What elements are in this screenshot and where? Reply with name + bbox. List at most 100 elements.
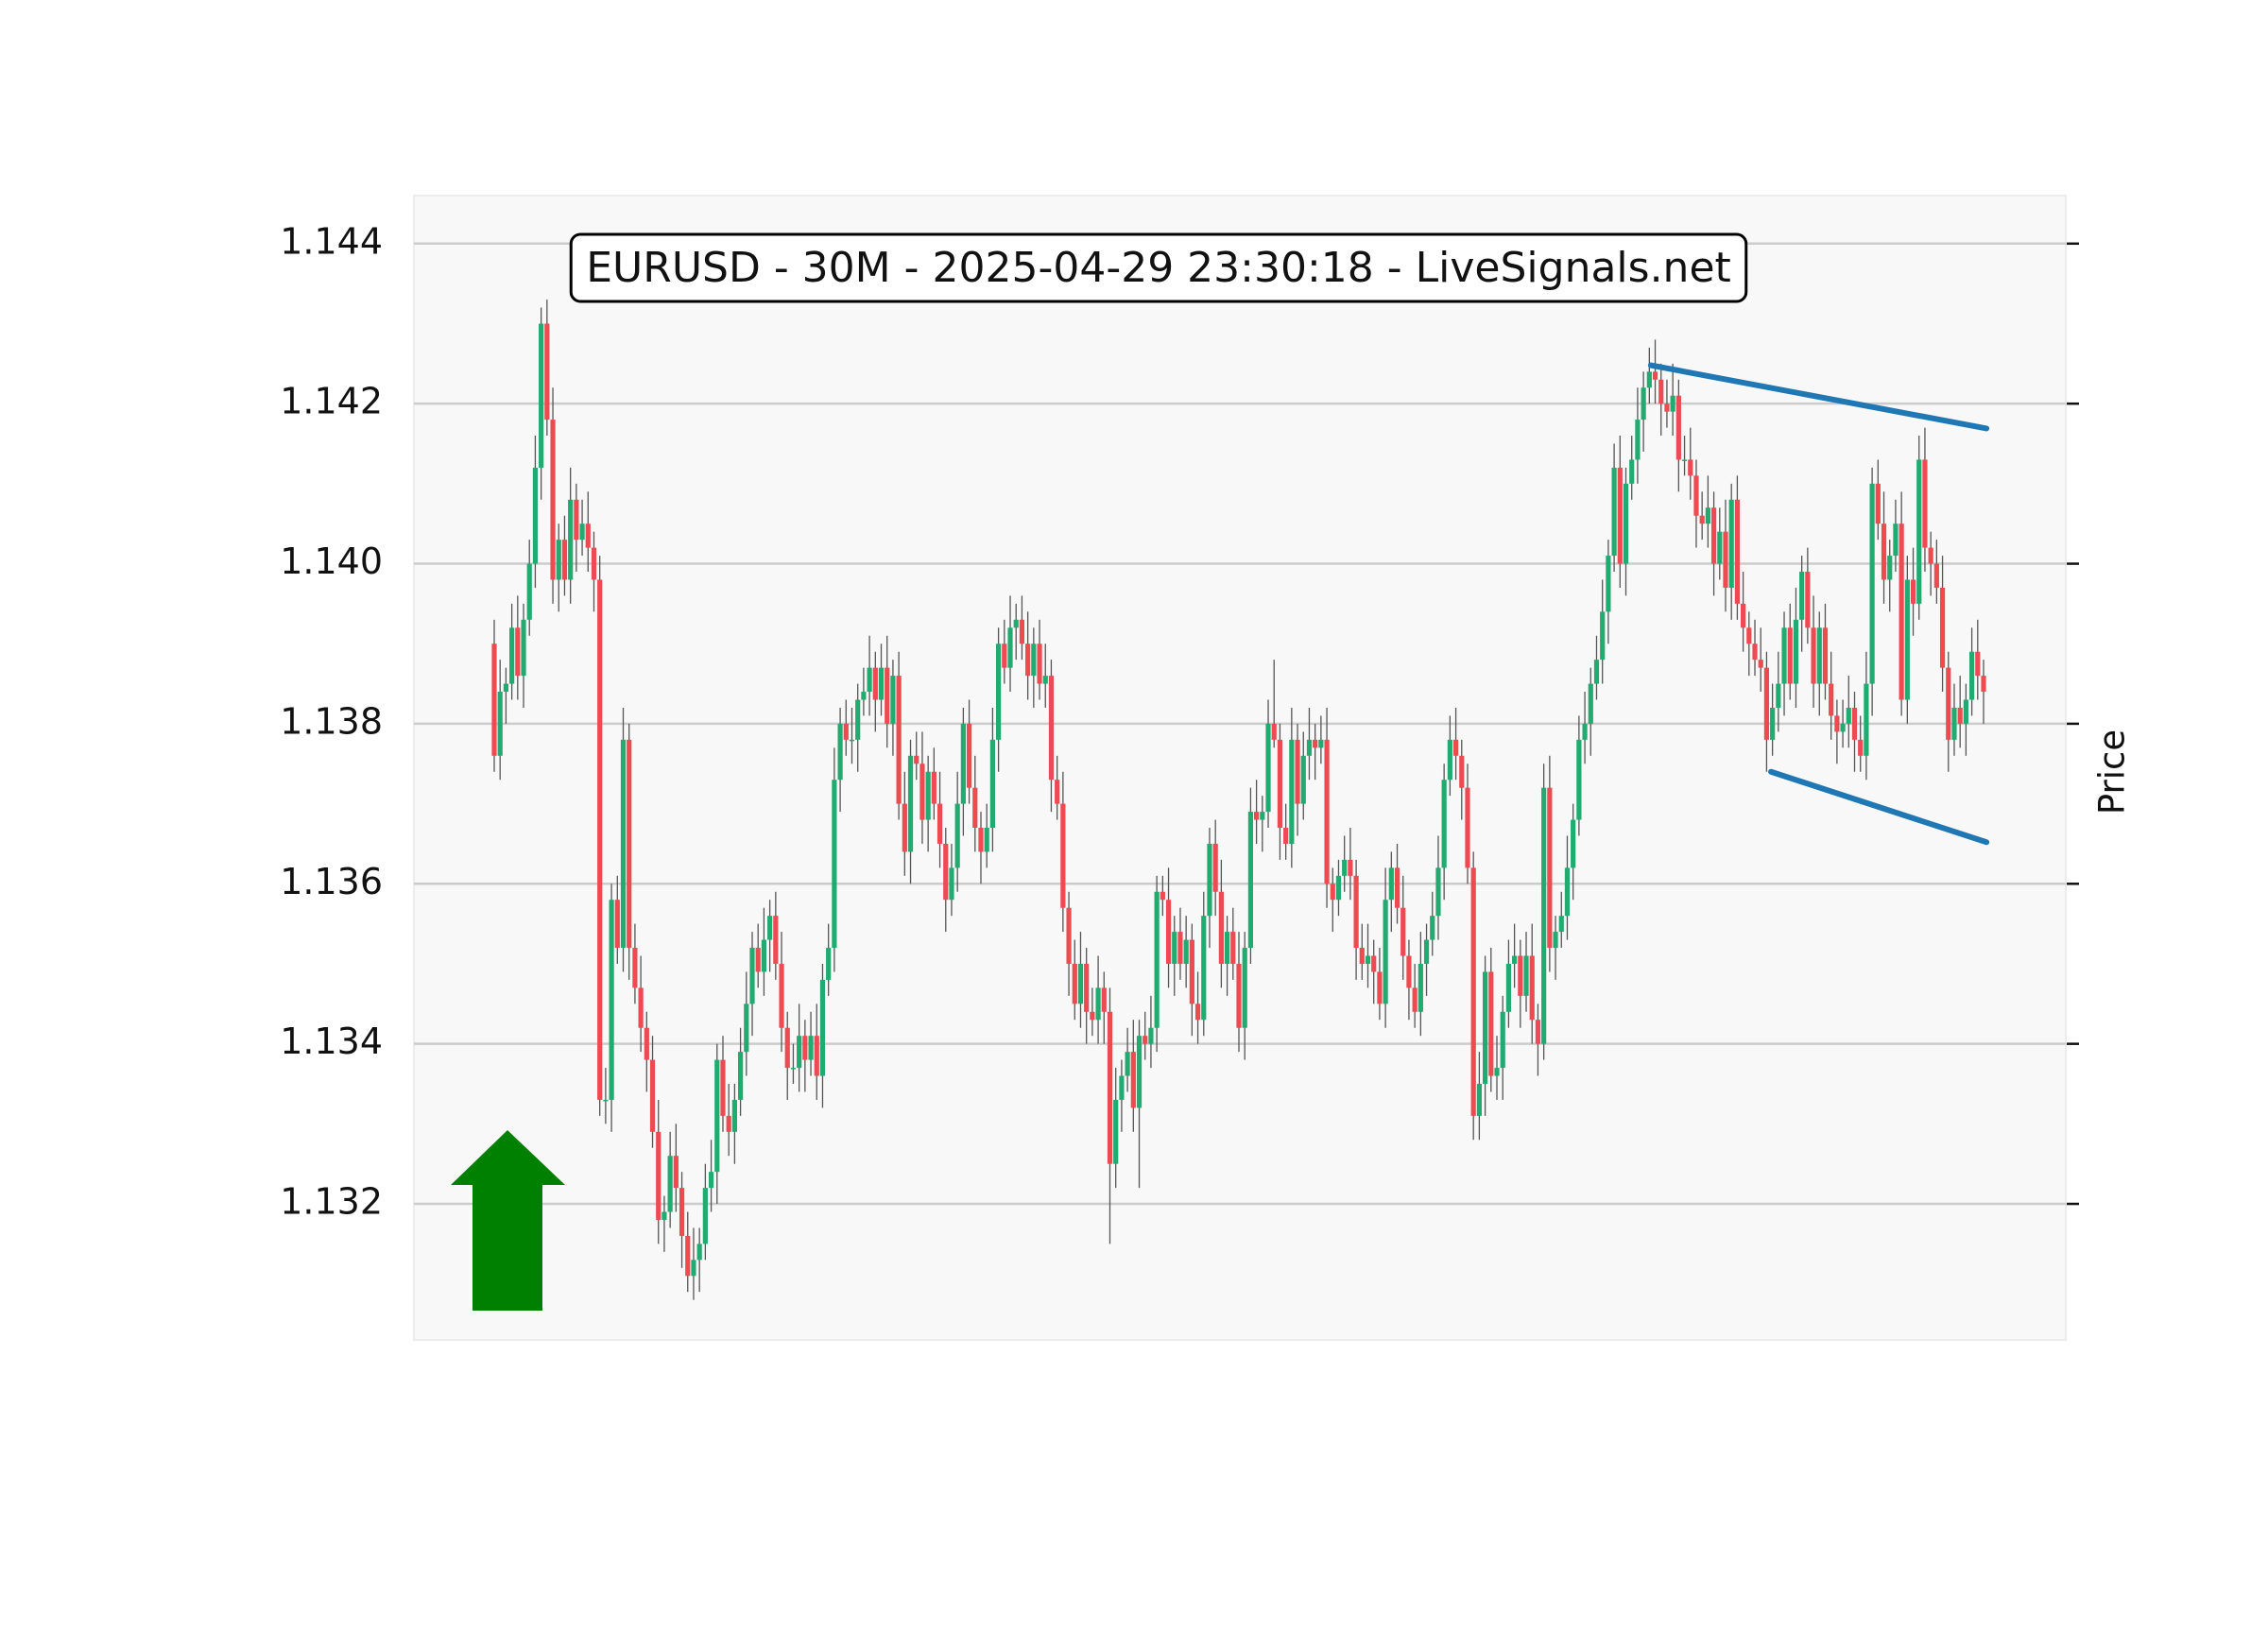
- candle-body: [814, 1036, 819, 1076]
- candle-body: [989, 739, 996, 829]
- candle-body: [773, 916, 779, 964]
- candle-body: [532, 467, 539, 564]
- candle-body: [885, 667, 890, 724]
- trendline: [1768, 768, 1990, 846]
- candle-body: [1558, 916, 1564, 933]
- candle-body: [679, 1188, 685, 1236]
- candle-body: [1916, 459, 1922, 604]
- candle-body: [1254, 812, 1260, 820]
- candle-body: [632, 948, 638, 988]
- candle-body: [1055, 780, 1060, 804]
- candle-body: [1430, 916, 1435, 940]
- candle-body: [620, 739, 627, 949]
- candle-body: [515, 627, 521, 677]
- candle-body: [1623, 483, 1629, 564]
- candle-body: [1758, 660, 1763, 668]
- candle-body: [1435, 867, 1441, 917]
- candle-body: [1007, 627, 1013, 668]
- candle-body: [843, 723, 849, 740]
- candle-body: [1611, 467, 1617, 557]
- candle-body: [1875, 483, 1881, 524]
- candle-body: [808, 1036, 814, 1060]
- candle-body: [491, 643, 497, 756]
- candle-body: [1189, 939, 1194, 1004]
- candle-body: [1688, 459, 1693, 476]
- candle-body: [1025, 643, 1031, 677]
- candle-body: [591, 547, 597, 580]
- candle-body: [1500, 1011, 1505, 1069]
- candle-body: [1060, 803, 1066, 908]
- candle-body: [1600, 611, 1606, 661]
- candle-body: [1741, 603, 1746, 628]
- candle-body: [1377, 971, 1383, 1004]
- candle-body: [1183, 939, 1189, 964]
- candle-body: [1300, 755, 1306, 804]
- candle-body: [1658, 379, 1664, 404]
- candle-body: [996, 643, 1002, 740]
- candle-body: [708, 1172, 714, 1189]
- candle-body: [550, 420, 556, 580]
- candle-body: [1342, 859, 1348, 876]
- candle-body: [585, 523, 591, 548]
- candle-body: [1746, 627, 1752, 644]
- candle-body: [1447, 739, 1452, 781]
- candle-body: [1781, 627, 1787, 684]
- candle-body: [861, 692, 867, 700]
- candle-body: [1154, 891, 1160, 1028]
- candle-body: [1564, 867, 1571, 917]
- candle-body: [1699, 515, 1705, 524]
- candle-body: [1975, 651, 1981, 677]
- candle-body: [1324, 739, 1330, 884]
- candle-body: [1412, 987, 1418, 1012]
- candle-body: [1095, 987, 1101, 1021]
- candle-body: [1476, 1084, 1482, 1116]
- candle-body: [1242, 948, 1247, 1028]
- candle-body: [1488, 971, 1494, 1076]
- y-tick-label: 1.140: [280, 540, 383, 582]
- candle-body: [1125, 1052, 1130, 1076]
- candle-body: [1236, 963, 1242, 1028]
- candle-body: [1816, 627, 1822, 684]
- candle-body: [1148, 1027, 1154, 1044]
- candle-body: [878, 667, 885, 700]
- candle-body: [1371, 955, 1377, 972]
- candle-body: [1805, 572, 1811, 628]
- candle-body: [1968, 651, 1975, 700]
- candle-body: [1752, 643, 1758, 661]
- candle-body: [627, 739, 632, 949]
- candle-body: [1851, 707, 1858, 740]
- candle-body: [784, 1027, 790, 1069]
- candle-body: [1635, 420, 1641, 460]
- candle-body: [1646, 371, 1652, 388]
- candle-body: [1770, 707, 1776, 740]
- candle-body: [1951, 707, 1957, 740]
- candle-body: [503, 683, 509, 693]
- candle-body: [1418, 963, 1423, 1012]
- candle-body: [1939, 587, 1946, 668]
- candle-body: [984, 828, 989, 852]
- candle-body: [819, 979, 826, 1076]
- candle-body: [1710, 507, 1717, 564]
- candle-body: [497, 692, 503, 756]
- candle-body: [1130, 1052, 1136, 1108]
- candle-body: [1529, 955, 1535, 1021]
- candle-body: [1143, 1036, 1148, 1044]
- candle-body: [1547, 787, 1553, 949]
- candle-body: [1113, 1099, 1119, 1164]
- candle-body: [1505, 963, 1512, 1012]
- title-box: [569, 232, 1748, 303]
- candle-body: [744, 1004, 749, 1053]
- candle-body: [914, 755, 919, 764]
- candle-body: [544, 323, 550, 420]
- candle-body: [925, 771, 931, 820]
- candle-body: [1207, 843, 1212, 917]
- candle-body: [978, 828, 984, 852]
- candle-body: [737, 1052, 744, 1100]
- candle-body: [720, 1059, 726, 1116]
- candle-body: [1260, 812, 1265, 820]
- candle-body: [579, 523, 585, 540]
- candle-body: [1194, 1004, 1201, 1021]
- candle-body: [1313, 739, 1318, 748]
- candle-body: [1910, 579, 1916, 604]
